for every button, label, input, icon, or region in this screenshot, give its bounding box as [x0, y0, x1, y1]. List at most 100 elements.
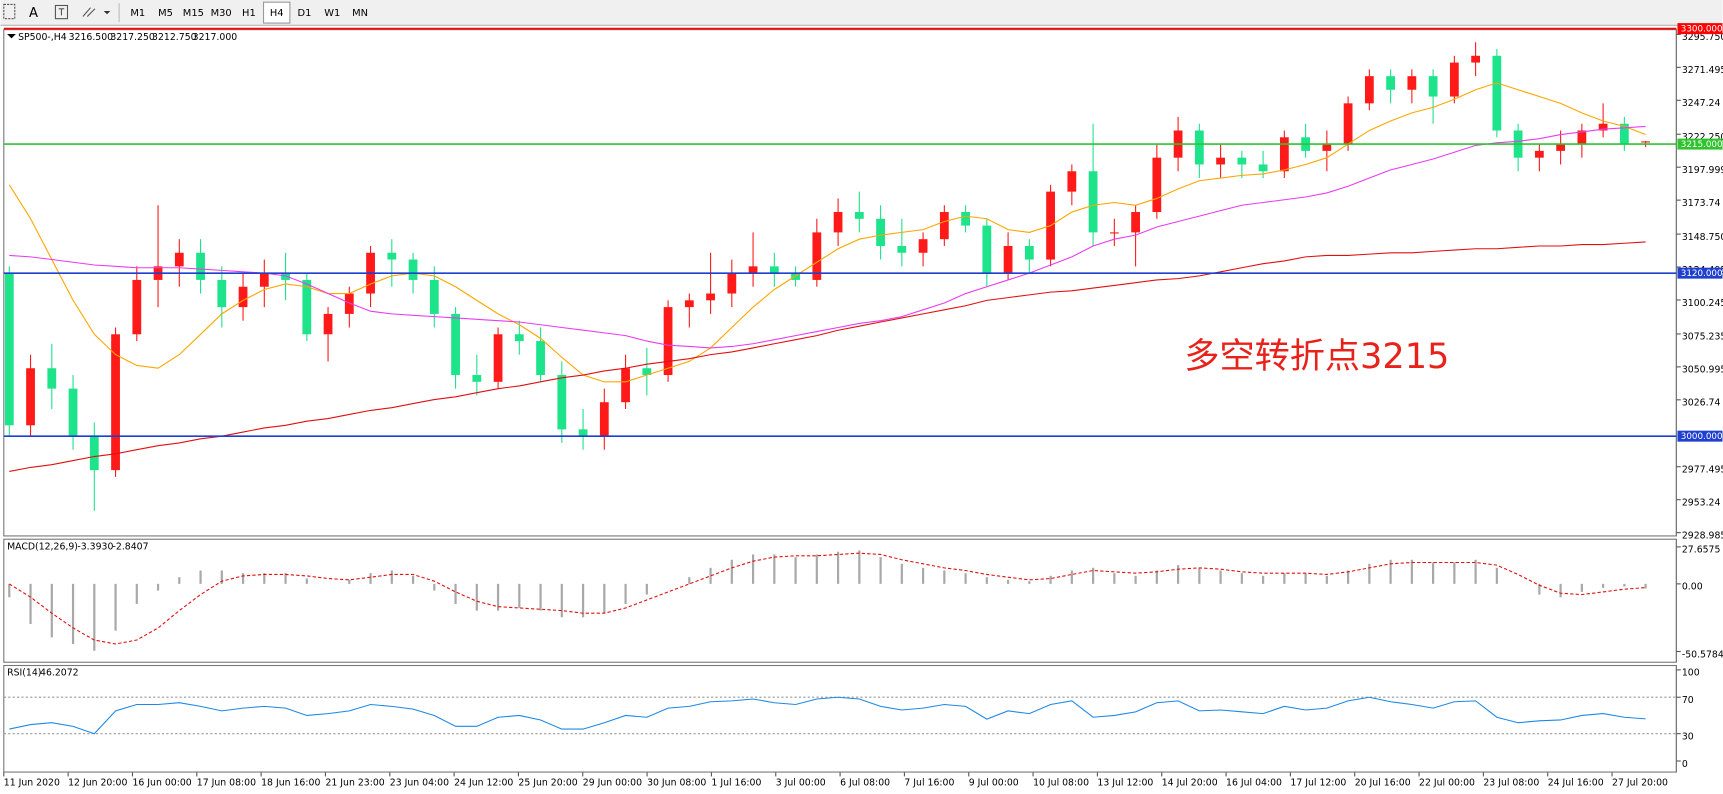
- y-tick-label: 0: [1682, 759, 1688, 770]
- timeframe-button[interactable]: W1: [319, 2, 346, 24]
- timeframe-button[interactable]: M5: [152, 2, 179, 24]
- text-tool[interactable]: A: [29, 6, 38, 21]
- timeframe-label: H1: [242, 8, 256, 19]
- y-tick-label: 3075.235: [1682, 332, 1723, 343]
- timeframe-button[interactable]: H4: [262, 1, 291, 24]
- timeframe-button[interactable]: D1: [291, 2, 318, 24]
- timeframe-button[interactable]: M15: [180, 2, 207, 24]
- candle-body: [621, 368, 630, 403]
- timeframe-label: W1: [324, 8, 340, 19]
- candle-body: [26, 368, 35, 426]
- candle-body: [812, 232, 822, 280]
- candle-body: [1619, 123, 1629, 145]
- timeframe-button[interactable]: H1: [235, 2, 263, 24]
- timeframe-button[interactable]: MN: [346, 2, 374, 24]
- x-tick-label: 22 Jul 00:00: [1419, 778, 1475, 789]
- rsi-line: [9, 696, 1646, 735]
- candle-body: [1258, 164, 1268, 172]
- header-value: 3216.500: [69, 32, 114, 43]
- x-tick-label: 30 Jun 08:00: [647, 778, 706, 789]
- candle-body: [727, 273, 737, 294]
- candle-body: [259, 273, 269, 287]
- x-tick-label: 27 Jul 20:00: [1612, 778, 1668, 789]
- collapse-arrow: [7, 34, 16, 39]
- y-tick-label: 3026.74: [1682, 398, 1721, 409]
- candle-body: [217, 279, 227, 308]
- candle-body: [982, 225, 992, 274]
- candle-body: [918, 239, 928, 253]
- y-tick-label: 3271.495: [1682, 65, 1723, 76]
- y-tick-label: 3100.245: [1682, 298, 1723, 309]
- candle-body: [514, 334, 524, 342]
- timeframe-bar: M1 M5 M15 M30 H1 H4 D1 W1 MN: [124, 1, 374, 24]
- tool-icon: [82, 7, 96, 17]
- shapes-tool[interactable]: [82, 7, 111, 17]
- candle-body: [302, 279, 312, 335]
- x-tick-label: 24 Jul 16:00: [1548, 778, 1604, 789]
- candle-body: [599, 402, 609, 437]
- tool-icon: [54, 4, 69, 20]
- candle-body: [961, 212, 970, 226]
- candle-body: [1471, 55, 1481, 63]
- candle-body: [642, 368, 652, 376]
- x-tick-label: 1 Jul 16:00: [711, 778, 761, 789]
- candle-body: [68, 388, 78, 437]
- signal-line: [9, 552, 1646, 645]
- timeframe-label: M30: [211, 8, 232, 19]
- candle-body: [769, 266, 779, 274]
- candle-body: [1407, 76, 1417, 90]
- button-frame: [346, 2, 374, 24]
- button-frame: [319, 2, 346, 24]
- candle-body: [1343, 103, 1353, 145]
- panel-frame: [3, 29, 1677, 537]
- x-tick-label: 29 Jun 00:00: [583, 778, 642, 789]
- candle-body: [1109, 232, 1119, 234]
- x-tick-label: 9 Jul 00:00: [969, 778, 1019, 789]
- candle-body: [429, 279, 439, 314]
- x-tick-label: 16 Jun 00:00: [132, 778, 191, 789]
- candle-body: [451, 313, 460, 376]
- candle-body: [238, 286, 248, 308]
- candle-body: [132, 279, 142, 335]
- timeframe-label: M5: [158, 8, 173, 19]
- candle-body: [89, 436, 99, 471]
- x-tick-label: 6 Jul 08:00: [840, 778, 890, 789]
- timeframe-label: MN: [352, 8, 368, 19]
- candle-body: [557, 375, 567, 430]
- candle-body: [1088, 171, 1098, 233]
- label-tool[interactable]: [54, 4, 69, 20]
- x-tick-label: 24 Jun 12:00: [454, 778, 513, 789]
- y-tick-label: 3148.750: [1682, 232, 1723, 243]
- timeframe-button[interactable]: M1: [124, 2, 151, 24]
- y-tick-label: 3222.250: [1682, 132, 1723, 143]
- y-tick-label: 30: [1682, 731, 1694, 742]
- y-tick-label: 3247.24: [1682, 98, 1721, 109]
- candle-body: [4, 273, 14, 426]
- button-frame: [235, 2, 263, 24]
- candle-body: [748, 266, 758, 274]
- button-frame: [207, 2, 235, 24]
- candle-body: [1577, 130, 1587, 145]
- button-frame: [152, 2, 179, 24]
- y-tick-label: 3295.750: [1682, 32, 1723, 43]
- price-tag-label: 3300.000: [1681, 25, 1723, 35]
- candle-body: [1556, 144, 1566, 151]
- candle-body: [408, 259, 418, 280]
- header-value: 3212.750: [152, 32, 197, 43]
- x-tick-label: 12 Jun 20:00: [68, 778, 127, 789]
- x-tick-label: 13 Jul 12:00: [1097, 778, 1153, 789]
- candle-body: [1131, 212, 1140, 233]
- timeframe-button[interactable]: M30: [207, 2, 235, 24]
- y-tick-label: 0.00: [1682, 582, 1703, 593]
- candle-body: [1194, 130, 1204, 165]
- cursor-tool[interactable]: [3, 3, 16, 20]
- candle-body: [1641, 141, 1651, 143]
- candle-body: [493, 334, 503, 382]
- header-value: -3.3930: [77, 541, 113, 552]
- panel-frame: [3, 538, 1677, 663]
- candle-body: [1364, 76, 1374, 104]
- button-frame: [180, 2, 207, 24]
- timeframe-label: M1: [130, 8, 145, 19]
